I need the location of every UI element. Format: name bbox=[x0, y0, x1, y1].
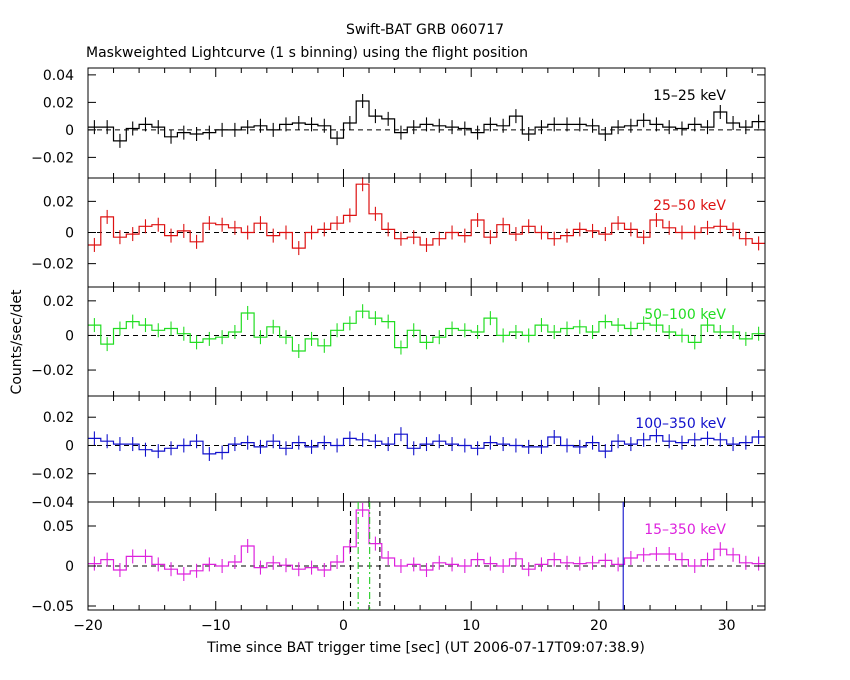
y-tick-label: 0.05 bbox=[43, 519, 74, 535]
y-tick-label: 0 bbox=[65, 226, 74, 242]
y-tick-label: 0.02 bbox=[43, 95, 74, 111]
y-tick-label: −0.02 bbox=[31, 467, 74, 483]
y-tick-label: 0 bbox=[65, 123, 74, 139]
x-tick-label: 10 bbox=[462, 618, 480, 634]
panel-15-350: −0.05 0 0.05 15–350 keV bbox=[31, 501, 766, 615]
panel-50-100: −0.02 0 0.02 50–100 keV bbox=[31, 286, 766, 397]
band-label: 100–350 keV bbox=[635, 416, 726, 432]
x-tick-label: 0 bbox=[339, 618, 348, 634]
x-tick-label: 30 bbox=[718, 618, 736, 634]
band-label: 25–50 keV bbox=[653, 198, 726, 214]
chart-title: Swift-BAT GRB 060717 bbox=[345, 22, 505, 38]
x-tick-label: −10 bbox=[201, 618, 231, 634]
y-tick-label: 0.02 bbox=[43, 194, 74, 210]
y-tick-label: −0.02 bbox=[31, 363, 74, 379]
y-tick-label: 0 bbox=[65, 438, 74, 454]
panel-25-50: −0.02 0 0.02 25–50 keV bbox=[31, 177, 766, 288]
x-tick-label: −20 bbox=[73, 618, 103, 634]
y-tick-label: −0.04 bbox=[31, 495, 74, 511]
series-step-line bbox=[88, 183, 765, 249]
panel-100-350: −0.04 −0.02 0 0.02 100–350 keV bbox=[31, 395, 766, 511]
y-tick-label: −0.02 bbox=[31, 150, 74, 166]
y-axis-label: Counts/sec/det bbox=[9, 289, 25, 395]
chart-subtitle: Maskweighted Lightcurve (1 s binning) us… bbox=[86, 45, 529, 61]
panel-15-25: −0.02 0 0.02 0.04 15–25 keV bbox=[31, 67, 766, 179]
band-label: 15–350 keV bbox=[644, 522, 726, 538]
band-label: 15–25 keV bbox=[653, 88, 726, 104]
y-tick-label: 0.02 bbox=[43, 410, 74, 426]
y-tick-label: −0.05 bbox=[31, 599, 74, 615]
series-step-line bbox=[88, 310, 765, 352]
y-tick-label: 0 bbox=[65, 559, 74, 575]
x-tick-label: 20 bbox=[590, 618, 608, 634]
y-tick-label: 0 bbox=[65, 328, 74, 344]
x-axis-label: Time since BAT trigger time [sec] (UT 20… bbox=[207, 640, 645, 656]
y-tick-label: −0.02 bbox=[31, 257, 74, 273]
band-label: 50–100 keV bbox=[644, 307, 726, 323]
panel-frame bbox=[87, 501, 766, 611]
y-tick-label: 0.02 bbox=[43, 294, 74, 310]
y-tick-label: 0.04 bbox=[43, 68, 74, 84]
